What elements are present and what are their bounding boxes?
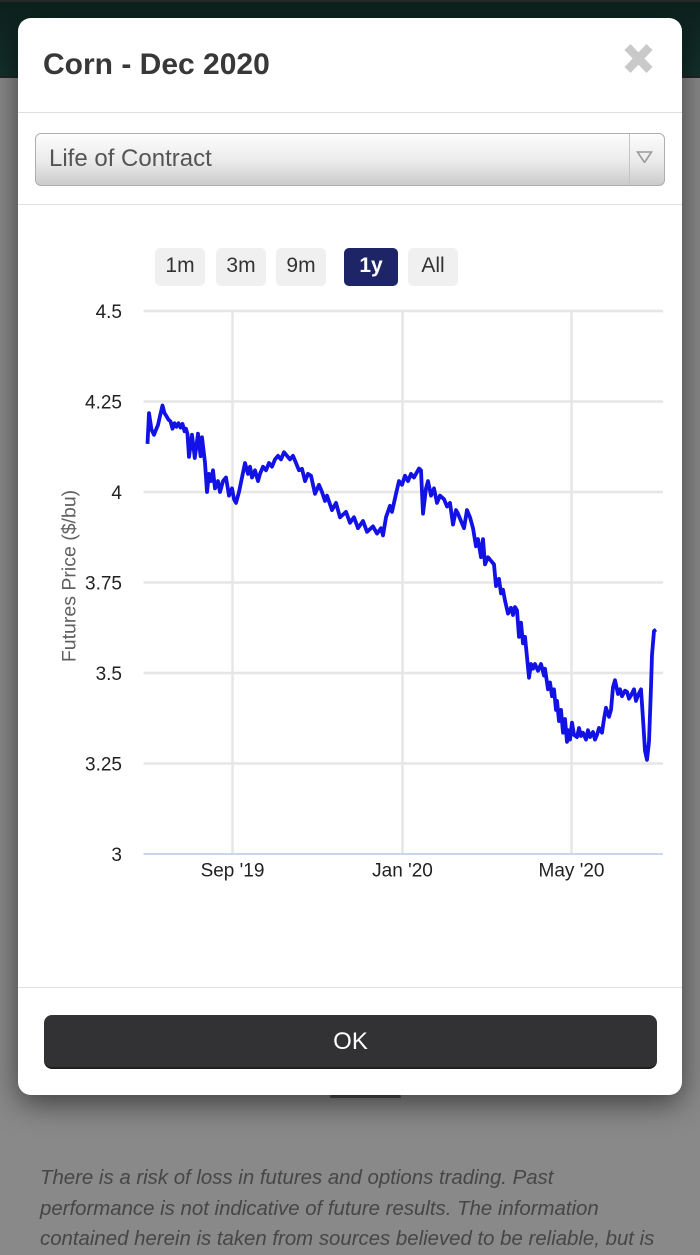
svg-text:3.75: 3.75 [85,574,122,595]
svg-text:Sep '19: Sep '19 [201,861,265,882]
svg-text:3.5: 3.5 [96,664,122,685]
svg-text:Jan '20: Jan '20 [372,861,433,882]
svg-text:4.5: 4.5 [96,302,122,323]
svg-text:4: 4 [111,483,122,504]
svg-text:4.25: 4.25 [85,393,122,414]
svg-text:3.25: 3.25 [85,755,122,776]
svg-text:3: 3 [111,845,122,866]
svg-text:Futures Price ($/bu): Futures Price ($/bu) [59,490,81,662]
svg-text:May '20: May '20 [539,861,605,882]
